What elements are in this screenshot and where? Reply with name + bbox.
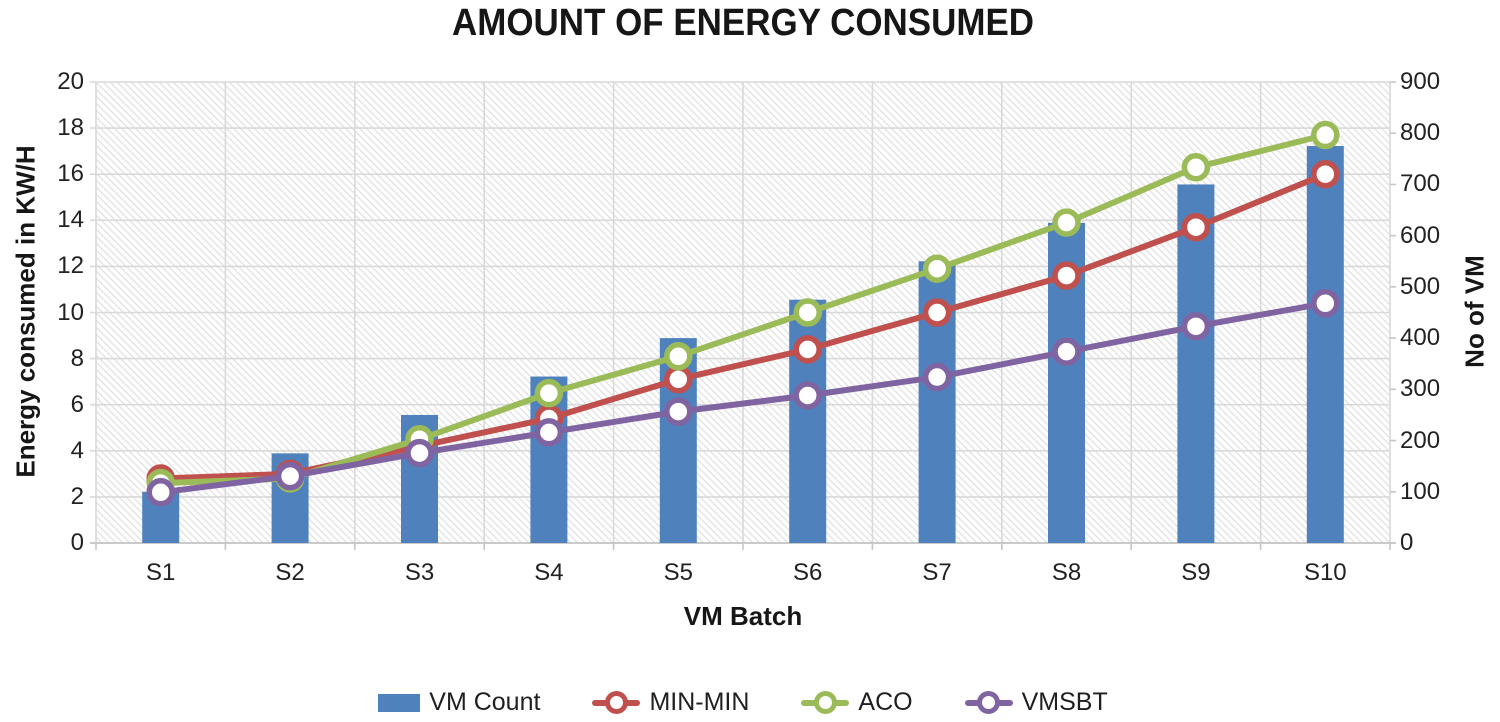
marker-min-min-s9: [1181, 212, 1211, 242]
legend-label-vm-count: VM Count: [429, 688, 541, 716]
right-axis-tick-label: 500: [1400, 272, 1441, 300]
marker-aco-s8: [1052, 208, 1081, 237]
legend-label-aco: ACO: [858, 688, 913, 716]
marker-vmsbt-s2: [275, 461, 305, 491]
marker-min-min-s8: [1052, 261, 1081, 290]
right-axis-title: No of VM: [1459, 254, 1490, 368]
left-axis-tick-label: 14: [57, 206, 84, 234]
x-category-label: S2: [275, 559, 305, 586]
legend-circle-marker: [813, 691, 837, 714]
x-category-label: S1: [146, 559, 176, 586]
marker-vmsbt-s10: [1311, 289, 1340, 318]
right-axis-tick-label: 600: [1400, 221, 1441, 249]
left-axis-title: Energy consumed in KW/H: [10, 144, 41, 478]
line-aco: [157, 132, 1329, 487]
x-category-label: S6: [793, 559, 823, 586]
legend-line-marker: [801, 690, 850, 716]
legend-item-vmsbt: VMSBT: [964, 688, 1108, 717]
x-category-label: S4: [534, 559, 564, 586]
marker-aco-s4: [534, 378, 564, 408]
marker-vmsbt-s9: [1181, 312, 1211, 341]
marker-min-min-s7: [922, 298, 952, 327]
right-axis-tick-label: 100: [1400, 477, 1441, 505]
marker-vmsbt-s5: [664, 397, 693, 426]
x-category-label: S7: [922, 559, 952, 586]
marker-min-min-s5: [664, 365, 693, 394]
left-axis-tick-label: 16: [57, 160, 84, 188]
x-category-label: S3: [404, 559, 435, 586]
marker-vmsbt-s4: [534, 418, 564, 447]
legend-circle-marker: [604, 691, 628, 714]
marker-vmsbt-s3: [405, 438, 434, 468]
right-axis-tick-label: 200: [1400, 426, 1441, 454]
left-axis-tick-label: 6: [70, 390, 84, 418]
legend: VM Count MIN-MIN ACO VMSBT: [96, 688, 1390, 717]
legend-item-aco: ACO: [801, 688, 913, 717]
marker-aco-s6: [793, 298, 822, 327]
legend-label-vmsbt: VMSBT: [1021, 688, 1108, 716]
marker-vmsbt-s7: [922, 362, 952, 392]
right-axis-tick-label: 900: [1400, 68, 1441, 95]
x-category-label: S5: [663, 559, 693, 586]
right-axis-tick-label: 0: [1400, 529, 1414, 556]
marker-aco-s7: [922, 254, 952, 283]
legend-bar-swatch: [378, 693, 421, 712]
marker-vmsbt-s6: [793, 381, 822, 410]
x-category-label: S8: [1051, 559, 1082, 586]
marker-min-min-s6: [793, 335, 822, 364]
bar-s10: [1306, 146, 1344, 543]
left-axis-tick-label: 4: [70, 436, 84, 464]
left-axis-tick-label: 20: [57, 68, 84, 95]
right-axis-tick-label: 400: [1400, 324, 1441, 352]
left-axis-tick-label: 0: [70, 529, 84, 556]
legend-circle-marker: [977, 691, 1001, 714]
left-axis-tick-label: 12: [57, 252, 84, 280]
bar-s9: [1177, 184, 1215, 543]
chart-title: AMOUNT OF ENERGY CONSUMED: [451, 2, 1035, 44]
right-axis-tick-label: 800: [1400, 119, 1441, 147]
marker-aco-s9: [1181, 153, 1211, 182]
marker-vmsbt-s1: [146, 478, 175, 507]
x-category-label: S10: [1303, 559, 1347, 586]
legend-item-min-min: MIN-MIN: [592, 688, 749, 717]
right-axis-tick-label: 300: [1400, 375, 1441, 403]
marker-min-min-s10: [1311, 159, 1340, 189]
legend-line-marker: [592, 690, 641, 716]
line-vmsbt: [157, 300, 1329, 496]
legend-label-min-min: MIN-MIN: [649, 688, 750, 716]
marker-aco-s10: [1311, 120, 1340, 150]
legend-item-vm-count: VM Count: [378, 688, 540, 717]
left-axis-tick-label: 18: [57, 114, 84, 142]
marker-vmsbt-s8: [1052, 337, 1081, 366]
legend-line-marker: [964, 690, 1013, 716]
left-axis-tick-label: 8: [70, 344, 84, 372]
marker-aco-s5: [664, 342, 693, 371]
left-axis-tick-label: 2: [70, 482, 84, 510]
x-category-label: S9: [1181, 559, 1211, 586]
right-axis-tick-label: 700: [1400, 170, 1441, 198]
left-axis-tick-label: 10: [57, 298, 84, 326]
plot-area: [90, 81, 1396, 550]
x-axis-title: VM Batch: [683, 601, 803, 631]
